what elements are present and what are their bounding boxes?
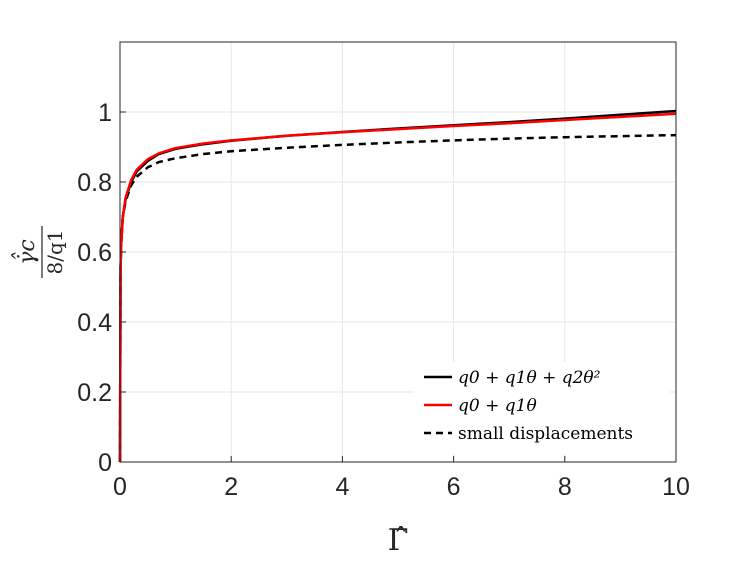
y-tick-label-2: 0.4 [77,309,112,337]
y-axis-label: γ̇̂c 8/q1 [12,226,67,278]
y-tick-label-1: 0.2 [77,379,112,407]
y-ticks: 0 0.2 0.4 0.6 0.8 1 [77,99,126,477]
y-tick-label-5: 1 [98,99,112,127]
x-tick-label-0: 0 [113,473,127,501]
y-axis-label-denominator: 8/q1 [43,230,67,275]
y-tick-label-4: 0.8 [77,169,112,197]
y-axis-label-numerator: γ̇̂c [12,239,40,264]
y-tick-label-0: 0 [98,449,112,477]
series-layer [118,109,677,463]
legend: q0 + q1θ + q2θ² q0 + q1θ small displacem… [414,362,670,454]
x-tick-label-2: 4 [335,473,349,501]
x-ticks: 0 2 4 6 8 10 [113,456,690,501]
x-axis-label-text: Γ̂ [388,523,409,558]
y-tick-label-3: 0.6 [77,239,112,267]
x-tick-label-5: 10 [662,473,690,501]
x-tick-label-3: 6 [447,473,461,501]
legend-box [414,362,670,454]
x-axis-label: Γ̂ [388,523,409,558]
legend-label-small-displacements: small displacements [458,424,633,444]
series-linear-line [118,112,677,463]
x-tick-label-1: 2 [224,473,238,501]
legend-label-quadratic: q0 + q1θ + q2θ² [458,368,601,388]
legend-label-linear: q0 + q1θ [458,396,537,416]
x-tick-label-4: 8 [558,473,572,501]
